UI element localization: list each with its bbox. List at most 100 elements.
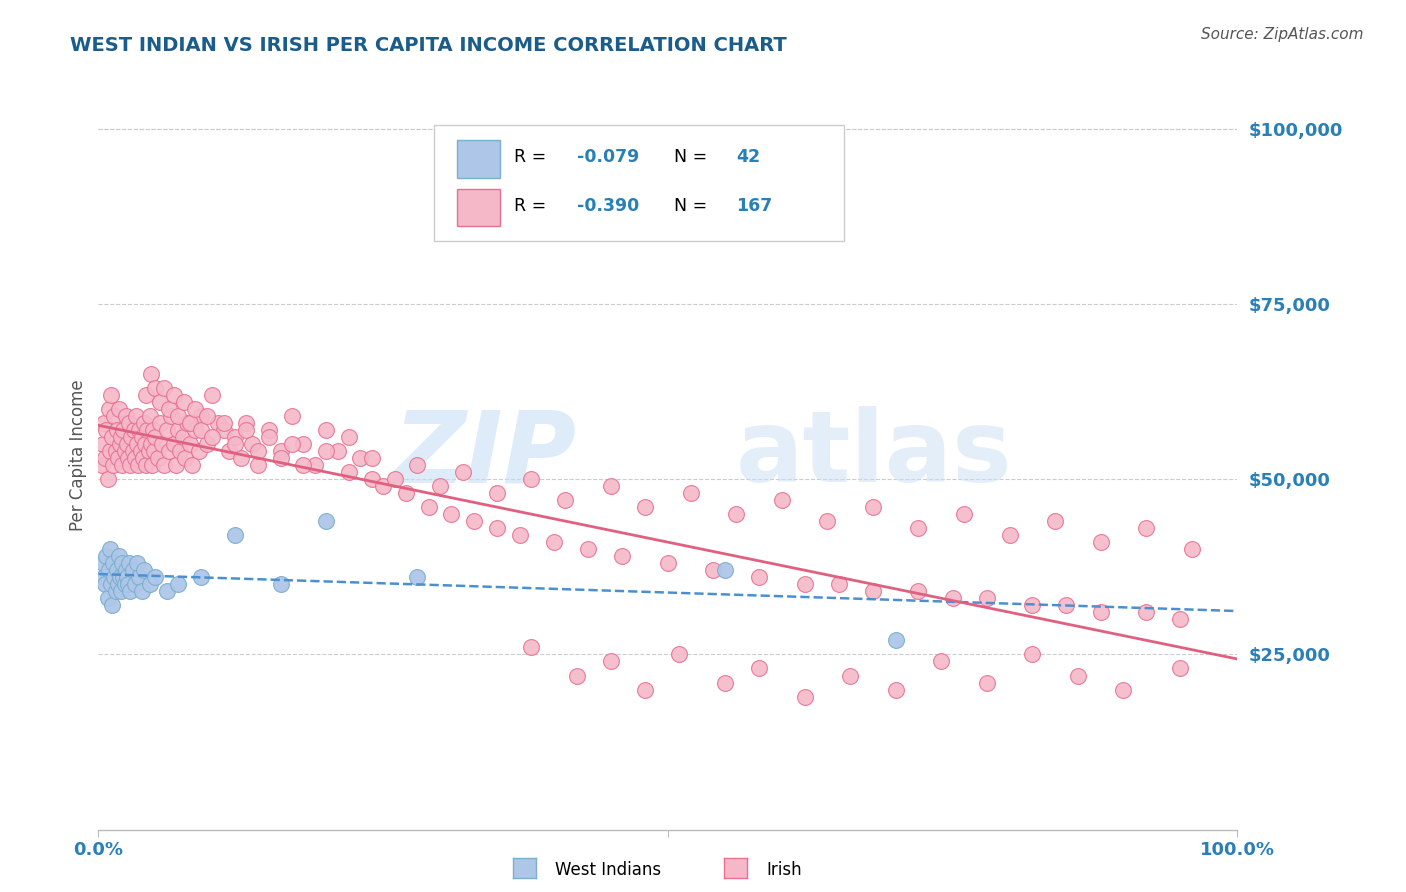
Point (135, 388, 157, 402)
Point (103, 570, 125, 584)
FancyBboxPatch shape (434, 125, 845, 242)
Point (1054, 599, 1078, 613)
Point (520, 472, 543, 486)
Point (125, 409, 148, 424)
Point (725, 508, 748, 522)
Point (337, 430, 360, 444)
Text: Source: ZipAtlas.com: Source: ZipAtlas.com (1201, 27, 1364, 42)
Point (165, 458, 187, 473)
Point (97, 564, 120, 578)
Point (884, 682, 907, 697)
Point (600, 479, 623, 493)
Text: West Indians: West Indians (555, 861, 661, 879)
Point (1067, 668, 1090, 682)
Point (1170, 612, 1192, 626)
Point (127, 458, 149, 473)
Point (117, 577, 139, 591)
Point (135, 458, 157, 473)
Point (384, 472, 406, 486)
Point (281, 437, 304, 451)
Point (107, 577, 129, 591)
Point (143, 444, 166, 458)
Point (406, 458, 429, 473)
Point (153, 381, 176, 395)
Point (634, 682, 657, 697)
Point (139, 437, 162, 451)
Point (141, 458, 163, 473)
Point (195, 437, 218, 451)
Point (679, 486, 702, 500)
Point (259, 424, 281, 438)
Point (114, 444, 136, 458)
Point (201, 388, 224, 402)
Point (120, 430, 142, 444)
Point (100, 388, 122, 402)
Point (105, 564, 128, 578)
Point (90, 458, 112, 473)
Point (104, 584, 127, 599)
Point (976, 675, 998, 690)
Point (1135, 521, 1157, 535)
Point (270, 451, 292, 466)
Point (1170, 661, 1192, 675)
Point (395, 486, 418, 500)
Point (907, 584, 929, 599)
Point (176, 417, 198, 431)
Point (167, 409, 190, 424)
Point (315, 515, 337, 529)
Point (235, 424, 257, 438)
Point (201, 430, 224, 444)
Point (292, 458, 315, 473)
Point (132, 417, 155, 431)
Point (229, 451, 252, 466)
Point (111, 458, 134, 473)
Point (212, 424, 235, 438)
Point (121, 444, 143, 458)
Point (360, 451, 382, 466)
Point (224, 437, 246, 451)
Point (136, 424, 159, 438)
Point (862, 500, 884, 515)
Point (96, 591, 118, 606)
Point (1112, 682, 1135, 697)
Point (600, 655, 623, 669)
Point (190, 424, 212, 438)
Point (145, 381, 167, 395)
Point (509, 528, 531, 542)
Point (93, 570, 115, 584)
Point (815, 515, 838, 529)
Point (246, 458, 269, 473)
Point (120, 458, 142, 473)
Point (131, 584, 153, 599)
Point (668, 648, 690, 662)
Point (187, 444, 209, 458)
Point (124, 577, 146, 591)
Point (748, 661, 770, 675)
Point (157, 402, 180, 417)
Point (218, 444, 240, 458)
Point (195, 409, 218, 424)
Point (120, 584, 142, 599)
Point (406, 570, 429, 584)
Point (128, 424, 150, 438)
Point (429, 479, 451, 493)
Text: Irish: Irish (766, 861, 801, 879)
Point (132, 564, 155, 578)
Point (1135, 606, 1157, 620)
Point (224, 528, 246, 542)
FancyBboxPatch shape (457, 189, 501, 227)
Point (149, 395, 172, 409)
Point (103, 409, 125, 424)
Point (520, 640, 543, 655)
Point (184, 424, 207, 438)
Point (884, 633, 907, 648)
Point (162, 388, 184, 402)
Point (114, 577, 136, 591)
Point (270, 577, 292, 591)
Point (128, 570, 150, 584)
Point (180, 458, 202, 473)
Point (190, 570, 212, 584)
Point (1090, 535, 1112, 549)
Point (179, 437, 201, 451)
Point (240, 437, 263, 451)
